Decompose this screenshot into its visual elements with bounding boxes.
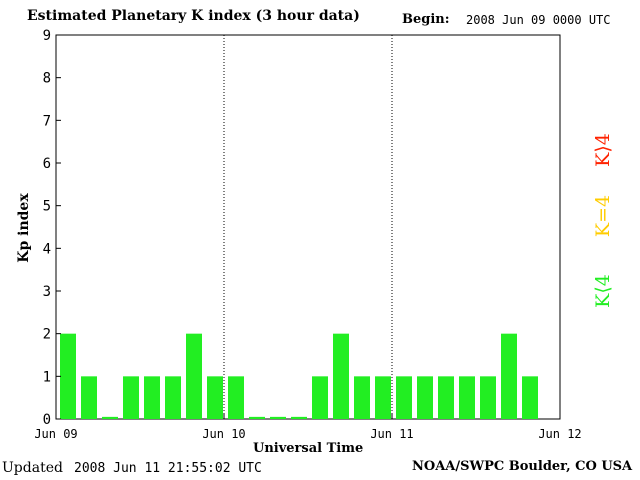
y-tick-label: 1	[43, 369, 51, 385]
legend-k-equal-4: K=4	[592, 194, 614, 238]
kp-bar	[186, 333, 202, 419]
kp-bar	[144, 376, 160, 419]
kp-bar	[438, 376, 454, 419]
plot-frame	[55, 34, 561, 420]
kp-bar	[270, 416, 286, 419]
kp-bar	[417, 376, 433, 419]
legend-k-greater-4: K⟩4	[592, 133, 614, 167]
updated-value: 2008 Jun 11 21:55:02 UTC	[74, 461, 262, 476]
x-axis-label: Universal Time	[253, 441, 364, 456]
x-ticks: Jun 09 Jun 10 Jun 11 Jun 12	[34, 414, 582, 441]
y-tick-label: 8	[43, 71, 51, 87]
day-dividers	[223, 35, 393, 419]
kp-bar	[333, 333, 349, 419]
y-tick-label: 3	[43, 284, 51, 300]
kp-bar	[480, 376, 496, 419]
y-tick-label: 9	[43, 28, 51, 44]
y-ticks: 0 1 2 3 4 5 6 7 8 9	[43, 28, 61, 428]
y-axis-label: Kp index	[16, 193, 32, 263]
kp-bar	[312, 376, 328, 419]
x-tick-label: Jun 11	[370, 427, 413, 441]
kp-bar	[228, 376, 244, 419]
kp-bar	[249, 416, 265, 419]
updated-label: Updated	[2, 460, 63, 476]
y-tick-label: 0	[43, 412, 51, 428]
kp-bar	[459, 376, 475, 419]
begin-value: 2008 Jun 09 0000 UTC	[466, 13, 611, 27]
y-tick-label: 4	[43, 241, 51, 257]
chart-title: Estimated Planetary K index (3 hour data…	[27, 8, 360, 24]
y-tick-label: 6	[43, 156, 51, 172]
kp-bar	[501, 333, 517, 419]
kp-bar	[60, 333, 76, 419]
kp-bar	[354, 376, 370, 419]
kp-bar	[165, 376, 181, 419]
kp-bar	[123, 376, 139, 419]
kp-bar	[207, 376, 223, 419]
source-credit: NOAA/SWPC Boulder, CO USA	[412, 459, 633, 474]
y-tick-label: 7	[43, 113, 51, 129]
kp-bar	[291, 416, 307, 419]
kp-bar	[81, 376, 97, 419]
kp-bar	[102, 416, 118, 419]
y-tick-label: 2	[43, 327, 51, 343]
x-tick-label: Jun 12	[538, 427, 581, 441]
x-tick-label: Jun 10	[202, 427, 245, 441]
legend-k-less-4: K⟨4	[592, 274, 614, 308]
kp-bar	[396, 376, 412, 419]
x-tick-label: Jun 09	[34, 427, 77, 441]
y-tick-label: 5	[43, 199, 51, 215]
kp-bar	[522, 376, 538, 419]
begin-label: Begin:	[402, 12, 450, 27]
kp-bar	[375, 376, 391, 419]
bars	[60, 333, 538, 419]
